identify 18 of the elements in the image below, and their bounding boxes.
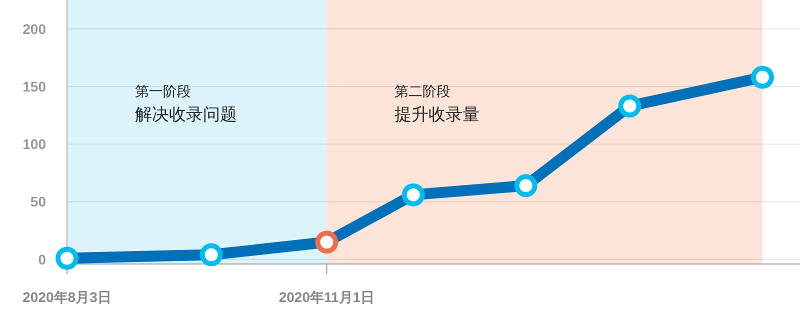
annotation: 解决收录问题 (135, 105, 237, 124)
point (750, 66, 774, 89)
y-tick-label: 150 (22, 78, 46, 94)
point (315, 230, 338, 254)
annotation: 提升收录量 (394, 105, 480, 124)
y-tick-label: 100 (22, 136, 46, 152)
x-tick-label: 2020年11月1日 (278, 289, 375, 305)
point (402, 183, 425, 206)
y-tick-label: 200 (22, 20, 46, 37)
band-label: 第一阶段 (135, 83, 191, 99)
band-label: 第二阶段 (394, 83, 451, 99)
y-tick-label: 50 (30, 194, 46, 210)
point (618, 94, 642, 118)
y-tick-label: 0 (38, 251, 46, 268)
x-tick-label: 2020年8月3日 (22, 289, 112, 305)
point (514, 174, 538, 198)
point (200, 243, 223, 266)
point (56, 246, 78, 270)
